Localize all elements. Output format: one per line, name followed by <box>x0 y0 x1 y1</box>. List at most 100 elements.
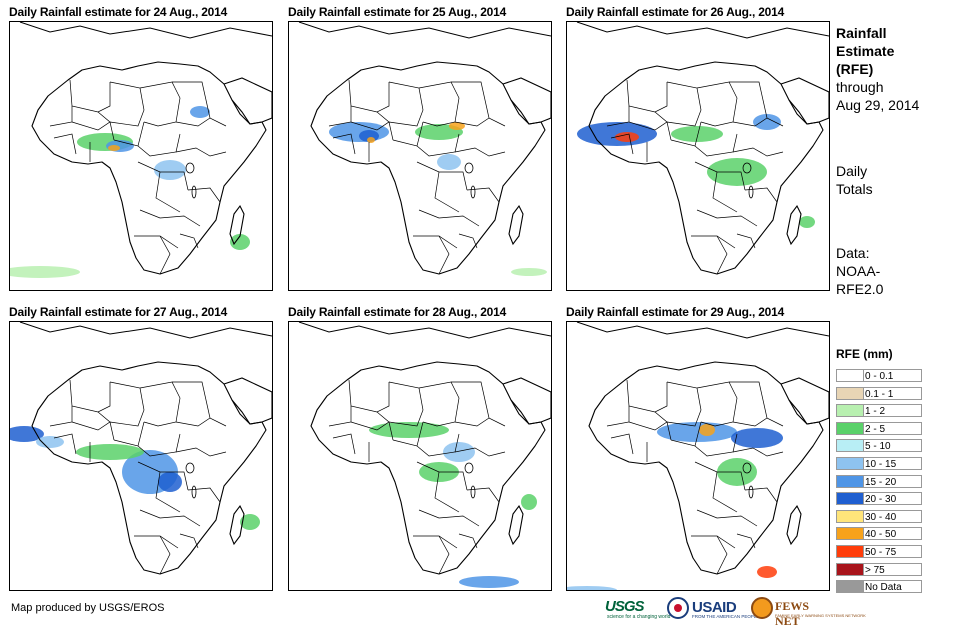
africa-coastline <box>310 361 546 575</box>
legend-swatch <box>836 562 864 576</box>
madagascar-outline <box>508 204 524 246</box>
fewsnet-wordmark: FEWS NET <box>775 599 810 626</box>
map-frame <box>9 21 273 291</box>
map-frame <box>288 21 552 291</box>
data-line-2: NOAA- <box>836 263 881 279</box>
panel-title: Daily Rainfall estimate for 25 Aug., 201… <box>288 5 507 19</box>
totals-line-2: Totals <box>836 181 873 197</box>
usaid-tagline: FROM THE AMERICAN PEOPLE <box>692 614 760 619</box>
legend-title: RFE (mm) <box>836 347 893 361</box>
map-credit: Map produced by USGS/EROS <box>11 602 165 614</box>
africa-coastline <box>588 61 824 275</box>
country-borders <box>606 79 784 275</box>
europe-outline <box>576 322 829 339</box>
rainfall-area <box>154 160 186 180</box>
europe-outline <box>576 22 829 39</box>
arabia-outline <box>502 77 551 125</box>
totals-line-1: Daily <box>836 163 868 179</box>
legend-label: 0.1 - 1 <box>862 386 922 400</box>
legend-swatch <box>836 474 864 488</box>
legend-label: 50 - 75 <box>862 544 922 558</box>
country-borders <box>328 379 506 575</box>
country-borders <box>328 79 506 275</box>
arabia-outline <box>223 77 272 125</box>
rainfall-area <box>443 442 475 462</box>
madagascar-outline <box>786 504 802 546</box>
rfe-legend: RFE (mm) 0 - 0.1 0.1 - 1 1 - 2 2 - 5 5 - 10 1… <box>836 347 961 596</box>
legend-swatch <box>836 527 864 541</box>
rainfall-area <box>567 586 617 590</box>
africa-map <box>10 22 272 278</box>
arabia-outline <box>780 77 829 125</box>
country-borders <box>49 379 227 575</box>
panel-title: Daily Rainfall estimate for 29 Aug., 201… <box>566 305 785 319</box>
rainfall-area <box>369 422 449 438</box>
rainfall-area <box>657 422 737 442</box>
data-line-1: Data: <box>836 245 870 261</box>
legend-label: 0 - 0.1 <box>862 369 922 382</box>
rainfall-area <box>521 494 537 510</box>
legend-swatch <box>836 386 864 400</box>
rainfall-area <box>459 576 519 588</box>
europe-outline <box>298 22 551 39</box>
legend-item: > 75 <box>836 561 961 579</box>
legend-label: 30 - 40 <box>862 509 922 523</box>
madagascar-outline <box>508 504 524 546</box>
africa-map <box>10 322 272 575</box>
rainfall-area <box>731 428 783 448</box>
fewsnet-globe-icon <box>751 597 773 619</box>
rainfall-area <box>757 566 777 578</box>
rainfall-area <box>230 234 250 250</box>
usaid-wordmark: USAID <box>692 599 737 616</box>
legend-label: 40 - 50 <box>862 527 922 541</box>
product-title: Rainfall Estimate (RFE) through Aug 29, … <box>836 24 919 114</box>
legend-item: 5 - 10 <box>836 437 961 455</box>
africa-map <box>576 22 829 275</box>
map-frame <box>288 321 552 591</box>
legend-label: 20 - 30 <box>862 492 922 506</box>
rainfall-area <box>190 106 210 118</box>
arabia-outline <box>223 377 272 425</box>
legend-label: 1 - 2 <box>862 404 922 418</box>
product-line-2: Estimate <box>836 43 895 59</box>
rainfall-area <box>799 216 815 228</box>
usgs-tagline: science for a changing world <box>607 614 671 620</box>
rainfall-area <box>240 514 260 530</box>
legend-label: 2 - 5 <box>862 421 922 435</box>
rainfall-area <box>437 154 461 170</box>
africa-map <box>298 22 551 276</box>
panel-title: Daily Rainfall estimate for 28 Aug., 201… <box>288 305 507 319</box>
rainfall-area <box>449 122 465 130</box>
product-line-3: (RFE) <box>836 61 874 77</box>
rainfall-area <box>108 145 120 151</box>
legend-label: 10 - 15 <box>862 456 922 470</box>
africa-map <box>567 322 829 590</box>
legend-swatch <box>836 421 864 435</box>
legend-swatch <box>836 580 864 594</box>
africa-coastline <box>31 361 267 575</box>
legend-swatch <box>836 439 864 453</box>
africa-coastline <box>31 61 267 275</box>
madagascar-outline <box>229 204 245 246</box>
legend-item: 15 - 20 <box>836 473 961 491</box>
data-source: Data: NOAA- RFE2.0 <box>836 244 883 298</box>
legend-item: 30 - 40 <box>836 508 961 526</box>
legend-item: 20 - 30 <box>836 490 961 508</box>
totals-note: Daily Totals <box>836 162 873 198</box>
legend-swatch <box>836 456 864 470</box>
panel-title: Daily Rainfall estimate for 24 Aug., 201… <box>9 5 228 19</box>
usaid-seal-icon <box>667 597 689 619</box>
lakes <box>185 162 197 199</box>
arabia-outline <box>780 377 829 425</box>
arabia-outline <box>502 377 551 425</box>
rainfall-area <box>753 114 781 130</box>
lakes <box>464 162 476 199</box>
legend-swatch <box>836 404 864 418</box>
legend-swatch <box>836 492 864 506</box>
legend-rows: 0 - 0.1 0.1 - 1 1 - 2 2 - 5 5 - 10 10 - 15 15 … <box>836 367 961 596</box>
country-borders <box>606 379 784 575</box>
rainfall-area <box>76 444 144 460</box>
africa-map <box>298 322 551 588</box>
legend-swatch <box>836 544 864 558</box>
country-borders <box>49 79 227 275</box>
